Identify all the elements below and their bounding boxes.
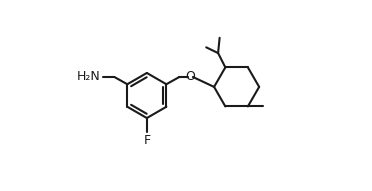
Text: F: F bbox=[143, 134, 150, 147]
Text: O: O bbox=[186, 70, 195, 83]
Text: H₂N: H₂N bbox=[77, 70, 100, 83]
